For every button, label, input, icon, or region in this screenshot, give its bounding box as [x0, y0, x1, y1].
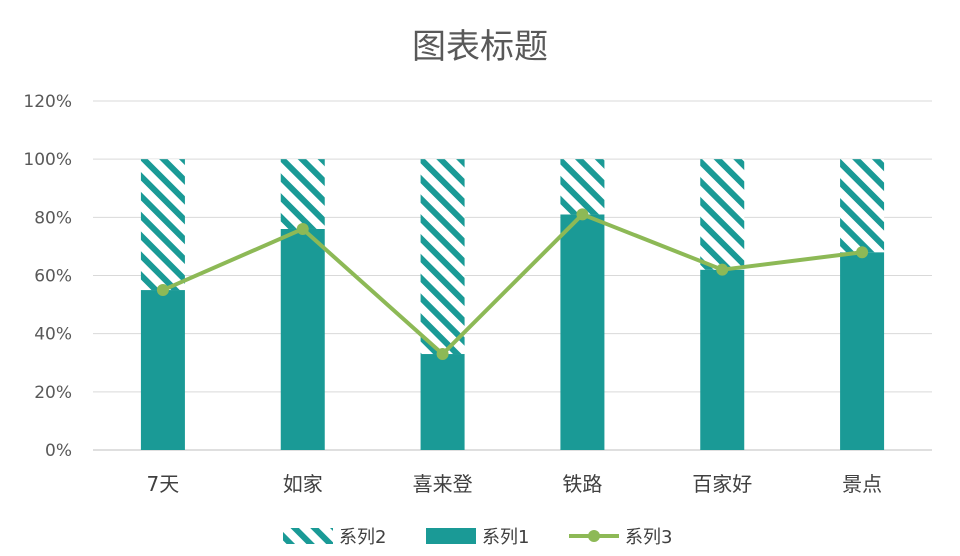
line-point: [156, 284, 169, 297]
y-tick-label: 120%: [23, 92, 72, 112]
line-point: [716, 263, 729, 276]
legend-label: 系列2: [339, 527, 386, 548]
bar-series2: [840, 159, 885, 253]
legend: 系列2 系列1 系列3: [283, 527, 672, 548]
line-point: [296, 222, 309, 235]
bar-series1: [280, 228, 325, 450]
bar-series2: [280, 159, 325, 229]
x-tick-label: 喜来登: [413, 472, 473, 496]
grid-lines: [93, 100, 932, 451]
x-tick-label: 百家好: [692, 472, 752, 496]
line-series3: [162, 212, 863, 357]
bar-series1: [140, 290, 185, 450]
chart-title: 图表标题: [412, 27, 548, 67]
bar-series1: [700, 269, 745, 450]
y-tick-label: 80%: [34, 208, 72, 228]
y-tick-label: 20%: [34, 383, 72, 403]
legend-label: 系列3: [625, 527, 672, 548]
bar-series2: [560, 159, 605, 215]
line-point: [576, 208, 589, 221]
bar-series2: [420, 159, 465, 355]
y-tick-label: 40%: [34, 325, 72, 345]
y-tick-label: 0%: [45, 441, 72, 461]
x-tick-label: 景点: [842, 472, 882, 496]
legend-marker: [588, 530, 600, 542]
line-series: [156, 208, 869, 361]
bar-series1: [840, 252, 885, 450]
legend-swatch-series1: [426, 528, 476, 544]
bars: [140, 159, 885, 450]
bar-series2: [140, 159, 185, 291]
y-tick-label: 100%: [23, 150, 72, 170]
line-point: [856, 246, 869, 259]
x-tick-label: 如家: [283, 472, 323, 496]
y-axis-ticks: 0% 20% 40% 60% 80% 100% 120%: [23, 92, 72, 461]
y-tick-label: 60%: [34, 267, 72, 287]
bar-series2: [700, 159, 745, 270]
line-point: [436, 348, 449, 361]
x-tick-label: 铁路: [562, 472, 602, 496]
bar-series1: [560, 214, 605, 450]
legend-swatch-series2: [283, 528, 333, 544]
legend-label: 系列1: [482, 527, 529, 548]
bar-series1: [420, 354, 465, 450]
x-tick-label: 7天: [147, 472, 180, 496]
x-axis-ticks: 7天 如家 喜来登 铁路 百家好 景点: [147, 472, 883, 496]
